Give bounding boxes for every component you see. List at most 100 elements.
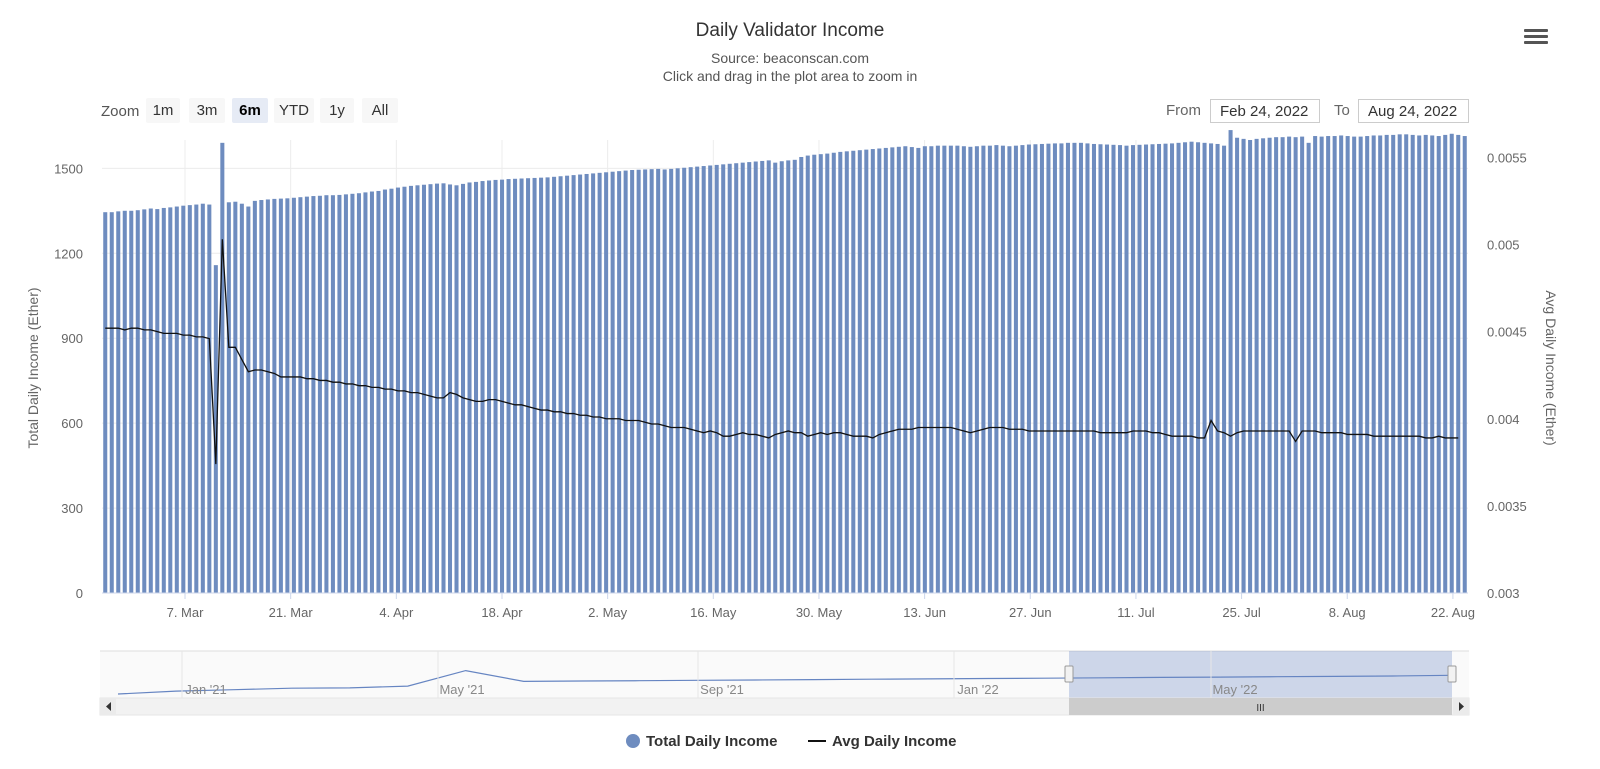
bar[interactable] bbox=[708, 165, 713, 593]
bars-group[interactable] bbox=[103, 130, 1467, 594]
bar[interactable] bbox=[1371, 135, 1376, 593]
bar[interactable] bbox=[1033, 144, 1038, 593]
bar[interactable] bbox=[1143, 144, 1149, 593]
bar[interactable] bbox=[1241, 138, 1246, 593]
bar[interactable] bbox=[246, 206, 251, 594]
bar[interactable] bbox=[773, 162, 778, 593]
zoom-ytd-button[interactable]: YTD bbox=[274, 98, 314, 123]
bar[interactable] bbox=[617, 171, 622, 594]
bar[interactable] bbox=[194, 204, 199, 594]
bar[interactable] bbox=[636, 169, 641, 593]
bar[interactable] bbox=[584, 173, 589, 593]
bar[interactable] bbox=[1202, 142, 1207, 594]
bar[interactable] bbox=[441, 183, 446, 594]
bar[interactable] bbox=[695, 166, 700, 593]
bar[interactable] bbox=[1072, 142, 1077, 594]
bar[interactable] bbox=[1378, 135, 1383, 593]
bar[interactable] bbox=[844, 151, 849, 593]
bar[interactable] bbox=[805, 155, 810, 593]
bar[interactable] bbox=[766, 160, 771, 593]
bar[interactable] bbox=[460, 183, 466, 593]
bar[interactable] bbox=[799, 156, 804, 594]
bar[interactable] bbox=[1410, 134, 1415, 593]
bar[interactable] bbox=[1436, 136, 1441, 593]
bar[interactable] bbox=[1222, 145, 1227, 593]
bar[interactable] bbox=[1059, 143, 1064, 593]
bar[interactable] bbox=[1384, 134, 1389, 593]
bar[interactable] bbox=[168, 207, 173, 594]
bar[interactable] bbox=[870, 149, 875, 593]
bar[interactable] bbox=[330, 195, 335, 593]
bar[interactable] bbox=[1020, 145, 1025, 593]
bar[interactable] bbox=[1449, 133, 1454, 594]
bar[interactable] bbox=[1313, 136, 1318, 593]
to-date-input[interactable]: Aug 24, 2022 bbox=[1358, 99, 1469, 123]
bar[interactable] bbox=[239, 203, 244, 593]
bar[interactable] bbox=[1287, 136, 1292, 594]
bar[interactable] bbox=[825, 153, 830, 593]
bar[interactable] bbox=[155, 209, 160, 593]
bar[interactable] bbox=[363, 192, 368, 594]
bar[interactable] bbox=[734, 163, 739, 593]
bar[interactable] bbox=[480, 181, 485, 593]
bar[interactable] bbox=[688, 167, 693, 593]
bar[interactable] bbox=[786, 160, 791, 593]
bar[interactable] bbox=[591, 173, 596, 593]
bar[interactable] bbox=[109, 212, 114, 593]
bar[interactable] bbox=[532, 177, 537, 593]
bar[interactable] bbox=[1039, 143, 1044, 593]
navigator-right-handle[interactable] bbox=[1447, 665, 1457, 683]
bar[interactable] bbox=[317, 195, 322, 593]
bar[interactable] bbox=[851, 150, 856, 594]
bar[interactable] bbox=[1430, 135, 1435, 593]
bar[interactable] bbox=[421, 184, 427, 593]
zoom-1y-button[interactable]: 1y bbox=[320, 98, 354, 123]
bar[interactable] bbox=[1176, 142, 1181, 594]
bar[interactable] bbox=[1280, 137, 1285, 593]
bar[interactable] bbox=[981, 145, 986, 593]
bar[interactable] bbox=[259, 200, 264, 593]
bar[interactable] bbox=[955, 145, 960, 593]
navigator-selection[interactable] bbox=[1069, 651, 1452, 698]
bar[interactable] bbox=[382, 189, 387, 593]
bar[interactable] bbox=[428, 184, 433, 594]
bar[interactable] bbox=[324, 195, 329, 593]
zoom-all-button[interactable]: All bbox=[362, 98, 398, 123]
bar[interactable] bbox=[1117, 145, 1123, 593]
bar[interactable] bbox=[1358, 136, 1363, 594]
bar[interactable] bbox=[909, 147, 914, 593]
bar[interactable] bbox=[278, 198, 283, 593]
bar[interactable] bbox=[896, 146, 901, 594]
bar[interactable] bbox=[662, 169, 667, 593]
bar[interactable] bbox=[454, 185, 459, 594]
bar[interactable] bbox=[1397, 134, 1402, 593]
bar[interactable] bbox=[1261, 138, 1266, 593]
bar[interactable] bbox=[467, 182, 472, 593]
bar[interactable] bbox=[200, 203, 205, 593]
bar[interactable] bbox=[135, 210, 140, 593]
bar[interactable] bbox=[1215, 143, 1220, 593]
bar[interactable] bbox=[571, 175, 576, 594]
bar[interactable] bbox=[1462, 136, 1467, 593]
bar[interactable] bbox=[103, 212, 108, 593]
bar[interactable] bbox=[994, 145, 999, 593]
bar[interactable] bbox=[922, 146, 927, 593]
bar[interactable] bbox=[727, 163, 732, 593]
bar[interactable] bbox=[669, 168, 674, 593]
bar[interactable] bbox=[1319, 136, 1324, 594]
bar[interactable] bbox=[1189, 141, 1194, 594]
bar[interactable] bbox=[207, 204, 212, 594]
bar[interactable] bbox=[402, 186, 407, 593]
bar[interactable] bbox=[857, 150, 862, 593]
bar[interactable] bbox=[376, 190, 381, 593]
bar[interactable] bbox=[558, 176, 563, 594]
bar[interactable] bbox=[519, 178, 524, 593]
bar[interactable] bbox=[1163, 143, 1168, 594]
bar[interactable] bbox=[1170, 143, 1175, 593]
bar[interactable] bbox=[1235, 137, 1240, 594]
bar[interactable] bbox=[1274, 137, 1279, 593]
bar[interactable] bbox=[740, 162, 745, 593]
bar[interactable] bbox=[721, 164, 726, 593]
bar[interactable] bbox=[539, 177, 544, 593]
